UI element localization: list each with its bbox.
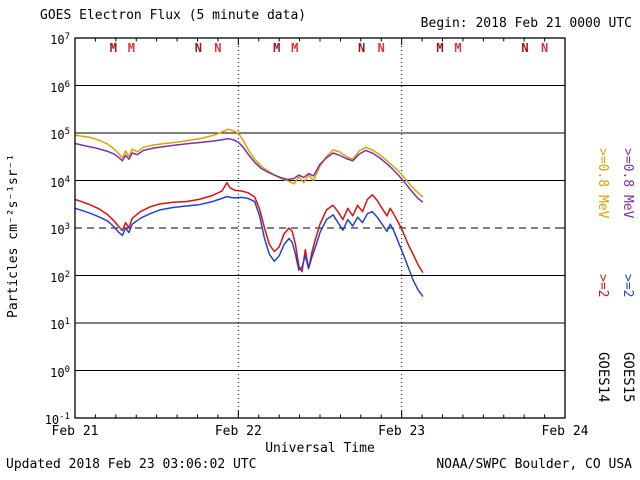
noon-marker: N	[378, 41, 385, 55]
x-axis-title: Universal Time	[265, 441, 375, 456]
legend-goes15-e2-label: >=2	[620, 274, 635, 298]
midnight-marker: M	[110, 41, 117, 55]
legend-goes15-e08-label: >=0.8 MeV	[620, 148, 635, 219]
x-tick-label: Feb 23	[378, 424, 426, 439]
midnight-marker: M	[454, 41, 461, 55]
y-tick-label: 100	[50, 364, 70, 380]
y-tick-label: 106	[50, 79, 70, 95]
credit-text: NOAA/SWPC Boulder, CO USA	[436, 457, 632, 472]
midnight-marker: M	[291, 41, 298, 55]
y-axis-title: Particles cm⁻²s⁻¹sr⁻¹	[6, 153, 21, 318]
chart-title: GOES Electron Flux (5 minute data)	[40, 8, 307, 23]
flux-curve-0	[74, 128, 424, 198]
x-tick-label: Feb 22	[214, 424, 262, 439]
midnight-marker: M	[128, 41, 135, 55]
legend-goes15-name: GOES15	[620, 352, 636, 403]
updated-timestamp: Updated 2018 Feb 23 03:06:02 UTC	[6, 457, 257, 472]
legend-goes14-e08-label: >=0.8 MeV	[595, 148, 610, 219]
x-tick-label: Feb 21	[51, 424, 99, 439]
noon-marker: N	[541, 41, 548, 55]
x-tick-label: Feb 24	[541, 424, 589, 439]
y-tick-label: 107	[50, 32, 70, 47]
flux-curve-3	[74, 195, 424, 298]
flux-curve-2	[74, 181, 424, 273]
noon-marker: N	[214, 41, 221, 55]
y-tick-label: 101	[50, 317, 70, 332]
midnight-marker: M	[273, 41, 280, 55]
flux-curve-1	[74, 137, 424, 203]
noon-marker: N	[358, 41, 365, 55]
y-tick-label: 10-1	[44, 412, 70, 427]
legend-goes14-name: GOES14	[595, 352, 611, 403]
y-tick-label: 104	[50, 174, 70, 190]
noon-marker: N	[195, 41, 202, 55]
begin-timestamp: Begin: 2018 Feb 21 0000 UTC	[420, 16, 632, 31]
midnight-marker: M	[436, 41, 443, 55]
noon-marker: N	[521, 41, 528, 55]
y-tick-label: 102	[50, 269, 70, 285]
y-tick-label: 103	[50, 222, 70, 237]
legend-goes14-e2-label: >=2	[595, 274, 610, 298]
y-tick-label: 105	[50, 127, 70, 142]
